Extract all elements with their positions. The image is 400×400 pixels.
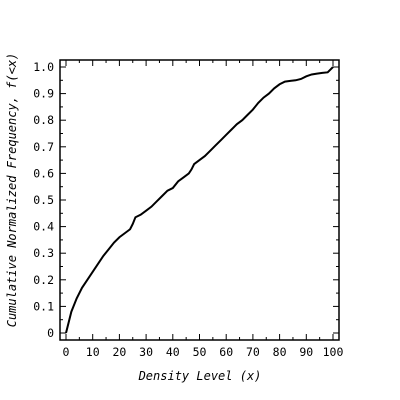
x-tick-label: 60 [219,345,233,359]
y-tick-label: 0.1 [33,299,54,313]
x-tick-label: 80 [273,345,287,359]
x-tick-label: 70 [246,345,260,359]
y-tick-label: 1.0 [33,60,54,74]
x-tick-label: 90 [299,345,313,359]
x-tick-label: 50 [193,345,207,359]
y-tick-label: 0.4 [33,220,54,234]
y-tick-label: 0.7 [33,140,54,154]
series-line [65,66,334,334]
x-tick-label: 40 [166,345,180,359]
tick-marks [60,60,339,340]
y-tick-label: 0 [47,326,54,340]
x-tick-label: 30 [139,345,153,359]
y-tick-label: 0.9 [33,87,54,101]
y-tick-label: 0.3 [33,246,54,260]
x-axis-label: Density Level (x) [138,369,262,383]
y-axis-label: Cumulative Normalized Frequency, f(<x) [5,53,19,328]
y-tick-label: 0.5 [33,193,54,207]
y-tick-label: 0.6 [33,166,54,180]
x-tick-label: 20 [112,345,126,359]
y-tick-label: 0.8 [33,113,54,127]
plot-frame [59,59,340,341]
tick-labels: 0 10 20 30 40 50 60 70 80 90 100 0 0.1 0.2 0.3 0.4 0.5 0.… [33,60,343,359]
x-tick-label: 10 [86,345,100,359]
y-tick-label: 0.2 [33,273,54,287]
x-tick-label: 100 [323,345,344,359]
x-tick-label: 0 [63,345,70,359]
